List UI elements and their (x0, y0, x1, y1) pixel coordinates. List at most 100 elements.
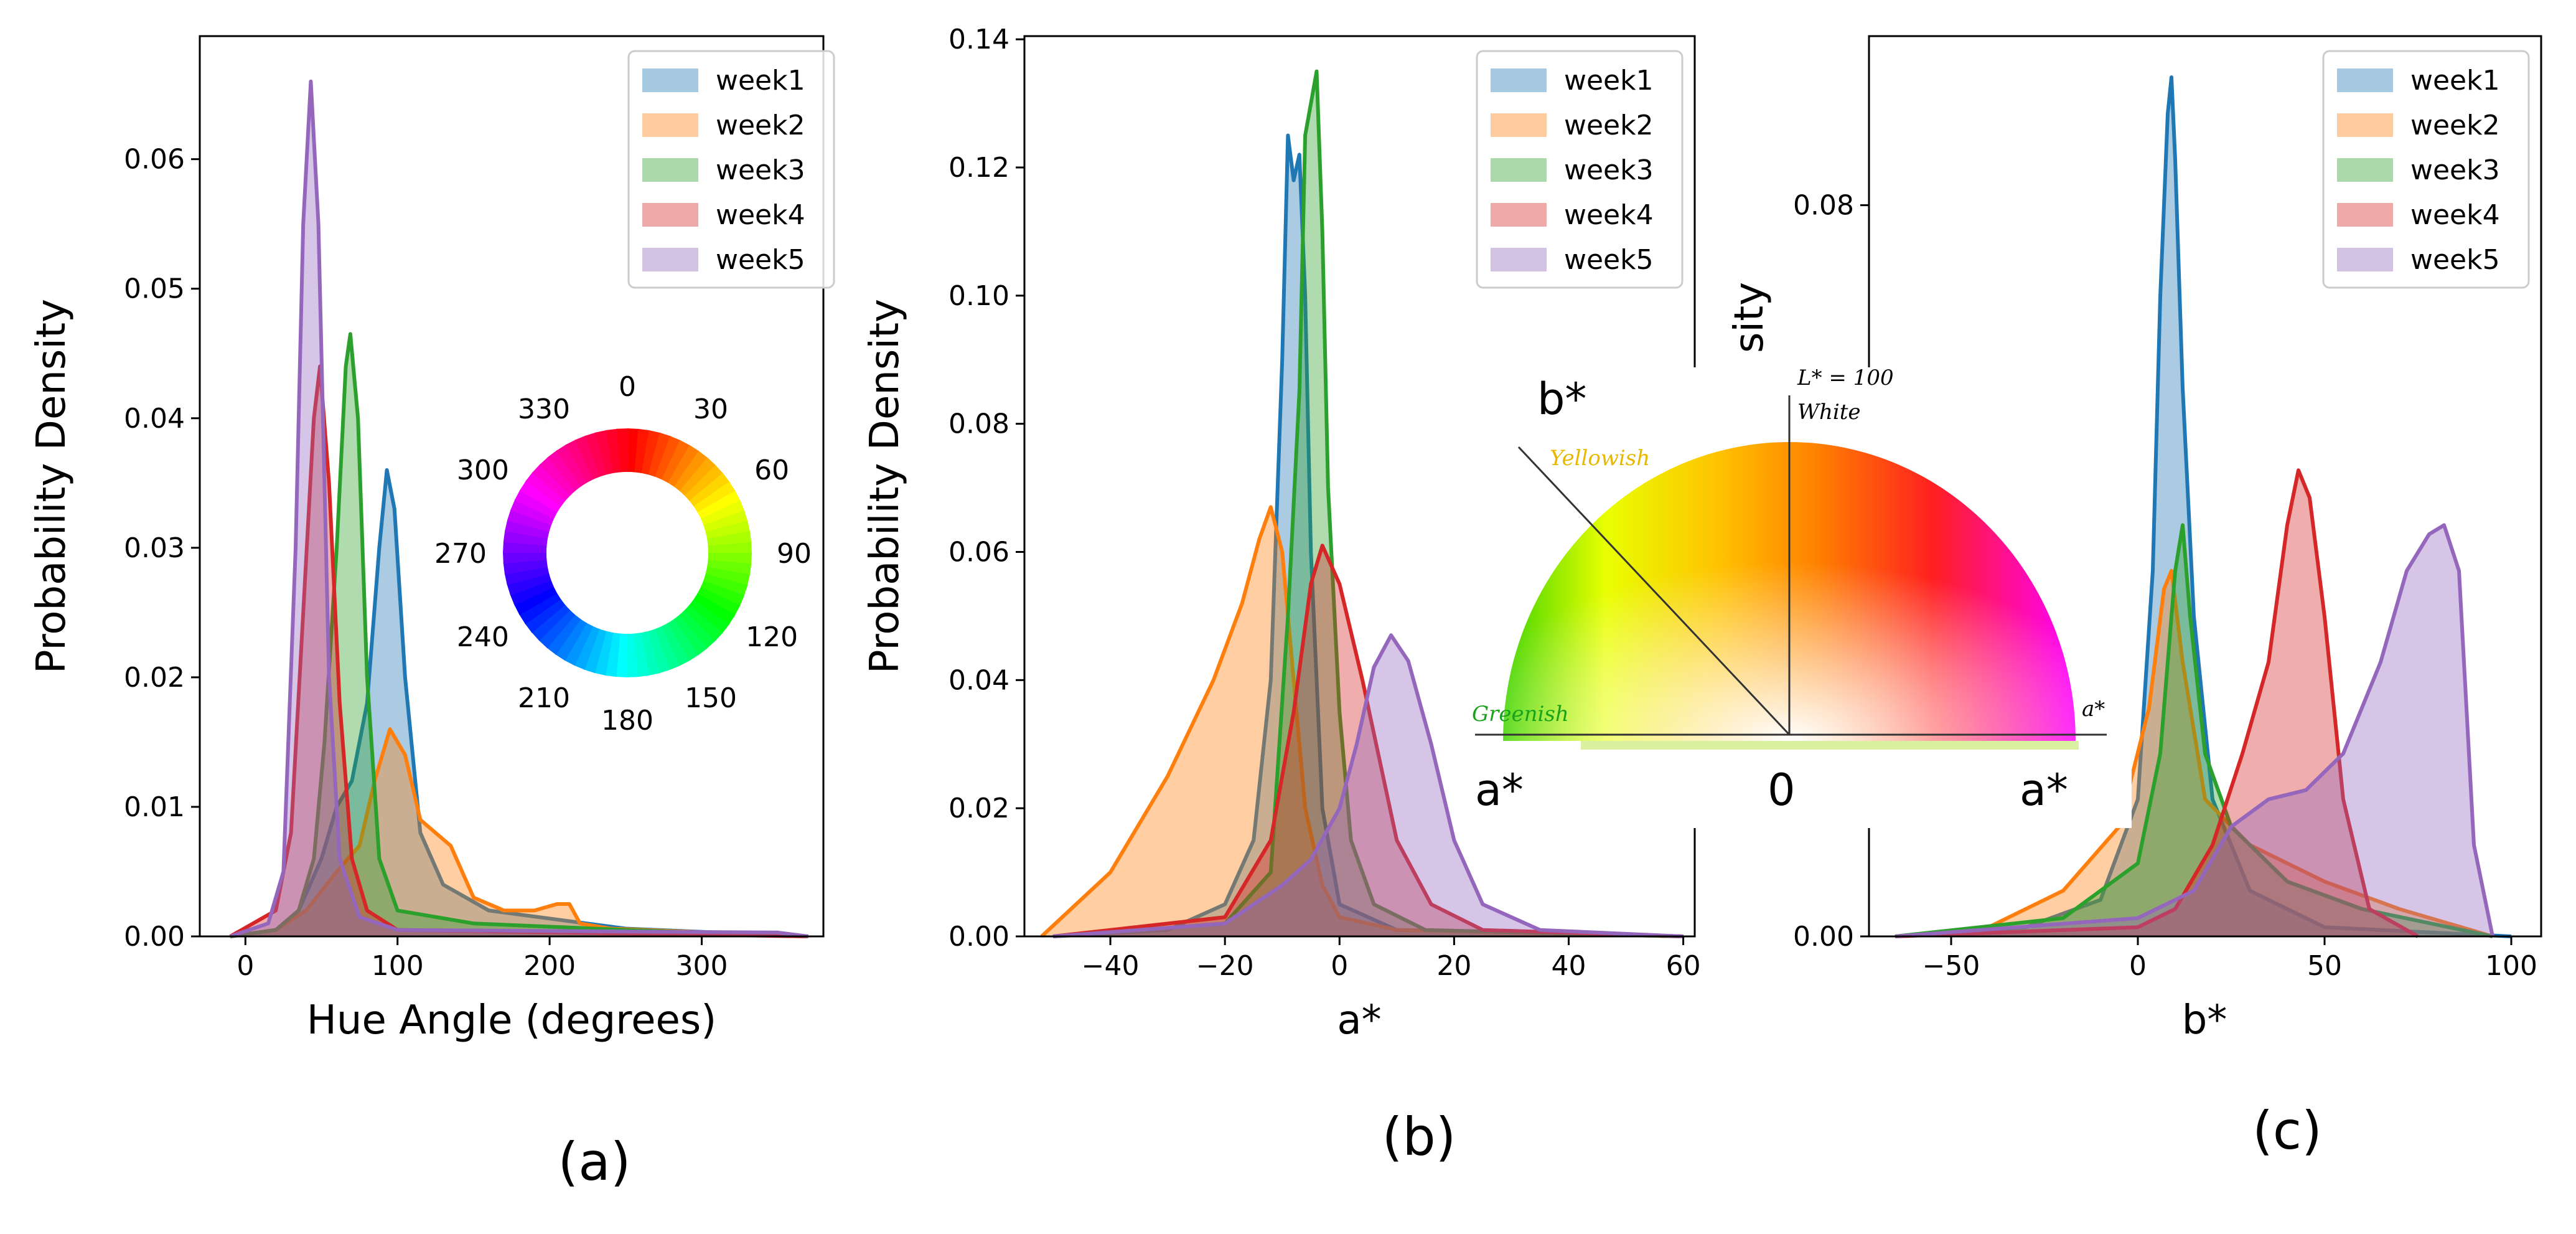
panel-b-y-tick-label: 0.06 (948, 536, 1009, 568)
panel-b-y-tick-label: 0.08 (948, 408, 1009, 440)
panel-b-week2-area (1041, 507, 1684, 936)
panel-c-x-tick-label: 0 (2129, 950, 2147, 982)
hue-wheel-segment (504, 566, 550, 585)
panel-a-legend-swatch-week2 (642, 113, 698, 137)
hue-wheel-segment (532, 464, 571, 501)
hue-wheel-segment (507, 573, 551, 596)
hue-wheel-segment (708, 553, 752, 565)
panel-a-week2-line (230, 727, 808, 938)
panel-b-legend-swatch-week3 (1491, 158, 1547, 182)
panel-b-legend-swatch-week1 (1491, 68, 1547, 92)
hue-wheel-segment (703, 573, 748, 597)
panel-a-y-tick-label: 0.01 (124, 791, 185, 823)
panel-a-legend-label-week4: week4 (716, 199, 805, 231)
panel-c-x-label: b* (2182, 997, 2227, 1043)
hue-wheel-segment (634, 633, 649, 677)
hue-wheel-segment (700, 500, 745, 526)
lab-zero-label: 0 (1768, 765, 1796, 816)
panel-b-week3-line (1052, 69, 1684, 938)
lab-a-star-right-label: a* (2020, 765, 2068, 816)
panel-b-legend-swatch-week5 (1491, 248, 1547, 271)
lab-color-space-inset: b* L* = 100 White Yellowish Greenish a* … (1472, 365, 2132, 828)
panel-a-legend-swatch-week3 (642, 158, 698, 182)
panel-b-legend: week1 week2 week3 week4 week5 (1476, 50, 1684, 289)
hue-wheel-segment (705, 567, 750, 586)
panel-c-x-tick-label: 50 (2307, 950, 2342, 982)
hue-wheel-segment (673, 451, 709, 492)
panel-c-legend: week1 week2 week3 week4 week5 (2322, 50, 2530, 289)
panel-a-week5-area (230, 81, 808, 936)
panel-c-y-label-fragment: sity (1726, 282, 1773, 353)
panel-b-y-label: Probability Density (862, 299, 908, 674)
panel-c-week4-area (1895, 470, 2418, 936)
panel-c-x-tick-label: −50 (1923, 950, 1980, 982)
lab-greenish-label: Greenish (1472, 702, 1569, 727)
panel-b-week4-line (1052, 544, 1684, 938)
hue-wheel-segment (531, 604, 571, 641)
panel-a-y-tick-label: 0.05 (124, 273, 185, 305)
panel-a-label: (a) (558, 1131, 630, 1192)
panel-c-week1-area (1895, 77, 2511, 937)
hue-wheel-segment (627, 428, 640, 473)
hue-wheel-segment (689, 473, 730, 507)
hue-wheel-segment (564, 622, 594, 666)
hue-wheel-segment (673, 615, 708, 656)
panel-a-week1-area (230, 470, 808, 936)
panel-b-x-ticks: −40 −20 0 20 40 60 (1082, 936, 1701, 982)
panel-a-legend: week1 week2 week3 week4 week5 (627, 50, 835, 289)
panel-b-week5-line (1052, 633, 1684, 938)
panel-c-x-tick-label: 100 (2485, 950, 2537, 982)
panel-c-week3-line (1895, 523, 2493, 938)
lab-a-star-small-label: a* (2082, 697, 2105, 722)
panel-a-y-tick-label: 0.06 (124, 144, 185, 176)
panel-a-week3-line (230, 332, 808, 938)
hue-wheel-segment (697, 491, 741, 520)
panel-c-week4-line (1895, 468, 2419, 938)
hue-wheel-segment (693, 593, 736, 626)
hue-wheel-segment (507, 509, 552, 532)
panel-a-frame (199, 35, 825, 938)
panel-a-series (229, 79, 808, 938)
hue-wheel-segment (514, 489, 558, 519)
hue-wheel-segment (503, 559, 548, 575)
panel-c-legend-swatch-week1 (2337, 68, 2393, 92)
lab-bottom-strip (1581, 741, 2079, 750)
panel-a-legend-swatch-week4 (642, 203, 698, 227)
hue-wheel-segment (615, 633, 627, 677)
panel-a-legend-label-week2: week2 (716, 110, 805, 141)
hue-wheel-segment (616, 428, 629, 473)
panel-b-label: (b) (1382, 1106, 1456, 1167)
hue-wheel-segment (654, 626, 680, 671)
hue-wheel-segment (556, 444, 588, 487)
hue-wheel-segment (510, 580, 555, 606)
hue-wheel-segment (660, 623, 690, 667)
hue-wheel-segment (688, 599, 729, 634)
panel-b-legend-label-week2: week2 (1564, 110, 1654, 141)
lab-a-star-left-label: a* (1475, 765, 1524, 816)
panel-a-x-tick-label: 0 (237, 950, 254, 982)
panel-b-legend-label-week3: week3 (1564, 154, 1654, 186)
panel-b-a-star: −40 −20 0 20 40 60 0.000.020.040.060.080.100.… (862, 24, 1701, 1167)
panel-a-y-tick-label: 0.02 (124, 662, 185, 694)
panel-c-legend-label-week5: week5 (2410, 244, 2500, 276)
hue-wheel-segment (525, 471, 566, 507)
panel-c-legend-swatch-week4 (2337, 203, 2393, 227)
hue-wheel-segment (584, 432, 607, 477)
panel-c-y-tick-label: 0.08 (1793, 190, 1854, 222)
panel-b-legend-swatch-week2 (1491, 113, 1547, 137)
panel-b-x-tick-label: 40 (1551, 950, 1586, 982)
panel-b-x-tick-label: −40 (1082, 950, 1140, 982)
panel-c-legend-label-week3: week3 (2410, 154, 2500, 186)
hue-wheel-segment (667, 619, 699, 662)
panel-a-week4-area (230, 366, 808, 936)
panel-a-y-label: Probability Density (29, 299, 75, 674)
hue-wheel-segment (594, 631, 614, 676)
hue-wheel-inset: 0 30 60 90 120 150 180 210 240 270 300 330 (434, 371, 812, 737)
hue-wheel-label-0: 0 (619, 371, 636, 403)
hue-wheel-segment (655, 436, 681, 480)
hue-wheel-segment (641, 430, 661, 475)
hue-wheel-segment (565, 439, 594, 483)
hue-wheel-segment (684, 605, 723, 642)
panel-b-week1-line (1052, 133, 1684, 938)
hue-wheel-segment (679, 457, 716, 496)
